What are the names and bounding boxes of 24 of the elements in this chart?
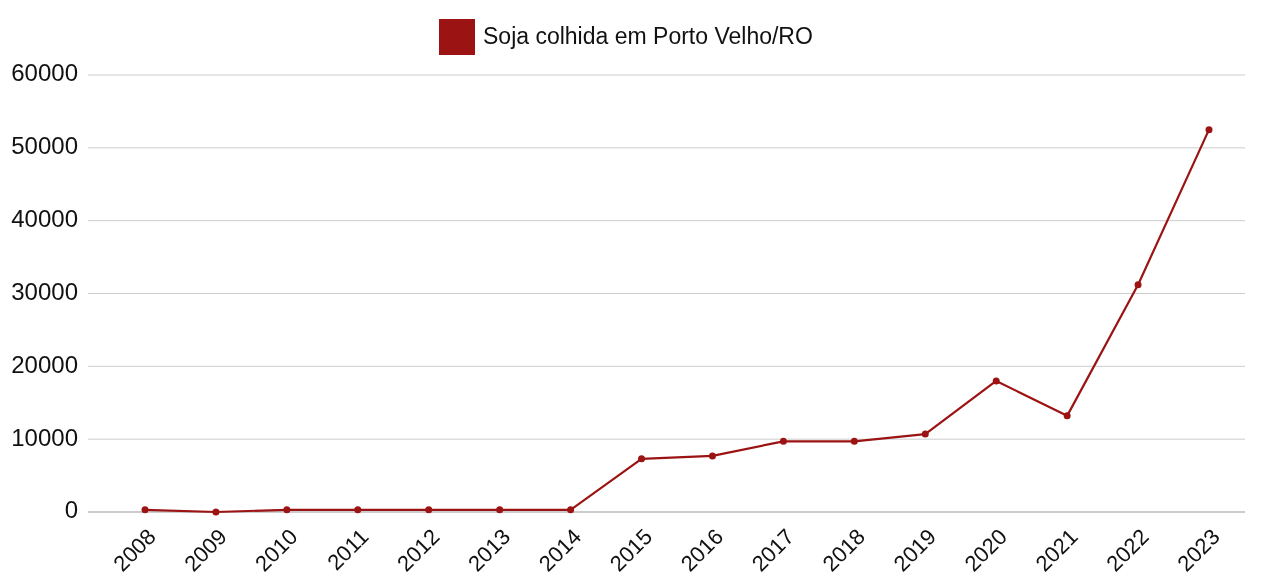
point [141, 506, 149, 514]
point [1205, 126, 1213, 134]
y-tick-label: 60000 [11, 59, 78, 87]
legend-label: Soja colhida em Porto Velho/RO [483, 23, 813, 50]
y-tick-label: 30000 [11, 277, 78, 305]
y-tick-label: 10000 [11, 423, 78, 451]
point [850, 437, 858, 445]
point [354, 506, 362, 514]
point [921, 430, 929, 438]
y-tick-label: 40000 [11, 205, 78, 233]
point [1134, 281, 1142, 289]
point [708, 452, 716, 460]
point [567, 506, 575, 514]
point [425, 506, 433, 514]
point [1063, 412, 1071, 420]
y-tick-label: 0 [64, 496, 78, 524]
point [283, 506, 291, 514]
y-tick-label: 20000 [11, 350, 78, 378]
point [779, 437, 787, 445]
y-tick-label: 50000 [11, 132, 78, 160]
point [496, 506, 504, 514]
point [212, 508, 220, 516]
point [992, 377, 1000, 385]
point [638, 455, 646, 463]
